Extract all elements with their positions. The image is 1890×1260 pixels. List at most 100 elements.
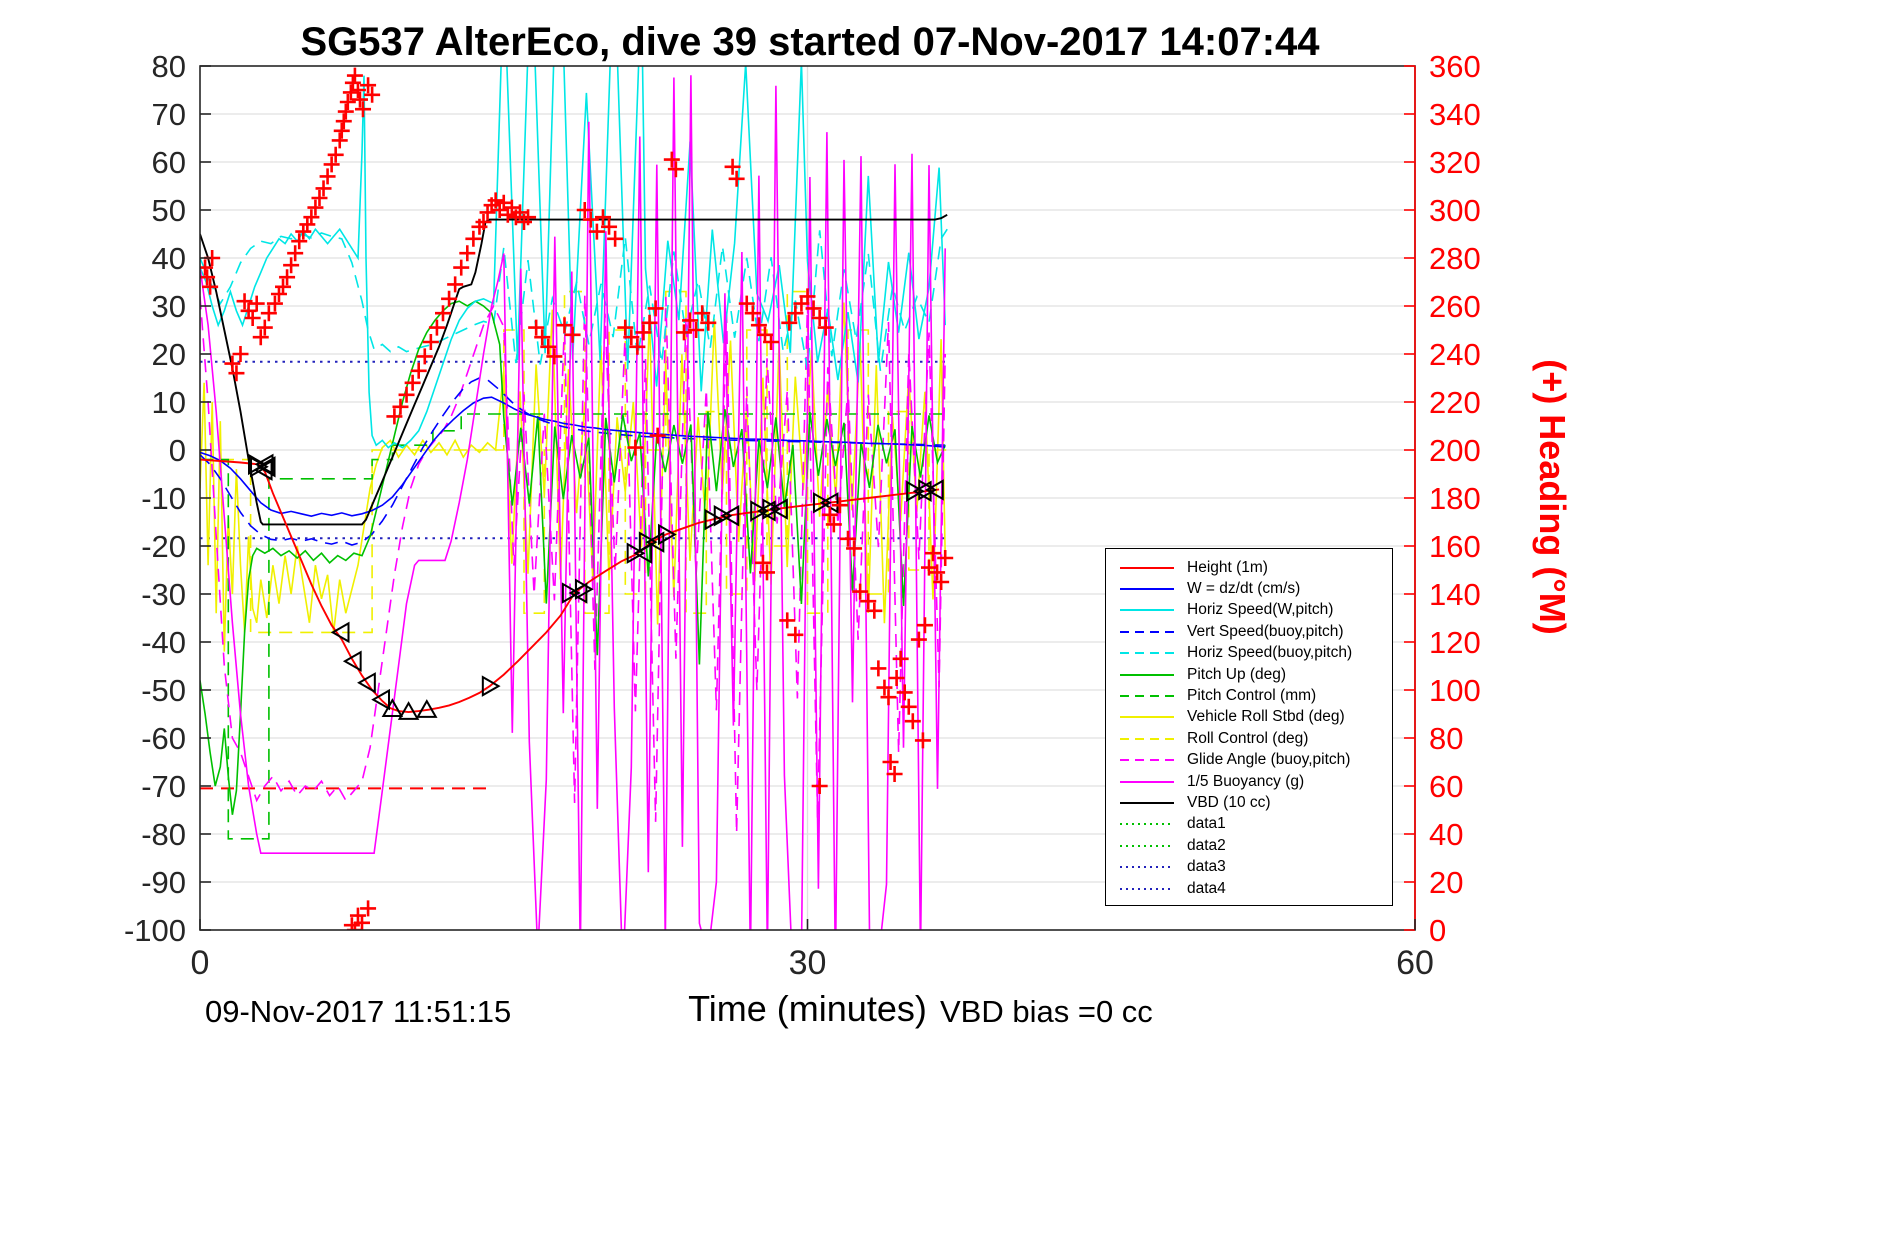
legend-line-sample: [1120, 609, 1174, 612]
heading-marker: [787, 305, 804, 322]
series-height: [200, 458, 940, 714]
legend-label: VBD (10 cc): [1187, 793, 1271, 811]
heading-marker: [279, 269, 296, 286]
height-marker: [658, 523, 677, 546]
height-marker: [769, 498, 788, 520]
right-tick-label: 260: [1429, 289, 1481, 324]
heading-marker: [487, 192, 504, 209]
right-tick-label: 240: [1429, 337, 1481, 372]
heading-marker: [607, 230, 624, 247]
left-tick-label: 50: [152, 193, 186, 228]
heading-marker: [244, 310, 261, 326]
heading-marker: [404, 374, 421, 391]
heading-marker: [240, 302, 257, 319]
left-tick-label: -100: [124, 913, 186, 948]
heading-marker: [342, 84, 359, 101]
height-marker: [638, 531, 658, 553]
height-marker: [812, 492, 832, 514]
heading-marker: [291, 233, 308, 250]
series-buoyancy: [200, 75, 946, 930]
heading-marker: [799, 288, 816, 305]
heading-marker: [582, 211, 599, 228]
legend-label: data4: [1187, 879, 1226, 897]
left-tick-label: -80: [141, 817, 186, 852]
heading-marker: [663, 151, 680, 168]
heading-marker: [256, 319, 273, 336]
heading-marker: [937, 550, 954, 566]
right-tick-label: 140: [1429, 577, 1481, 612]
height-marker: [256, 456, 276, 478]
heading-marker: [299, 216, 316, 233]
heading-marker: [441, 290, 458, 307]
heading-marker: [759, 564, 775, 581]
heading-marker: [528, 319, 545, 336]
heading-marker: [811, 778, 828, 794]
right-tick-label: 300: [1429, 193, 1481, 228]
series-glide-angle: [200, 295, 946, 834]
heading-marker: [252, 329, 269, 346]
right-tick-label: 180: [1429, 481, 1481, 516]
heading-marker: [688, 322, 705, 338]
legend-item: data2: [1106, 835, 1392, 856]
heading-marker: [453, 259, 470, 276]
heading-marker: [635, 324, 652, 341]
legend-item: Height (1m): [1106, 557, 1392, 578]
heading-marker: [825, 516, 842, 533]
heading-marker: [781, 314, 798, 331]
legend-line-sample: [1120, 844, 1174, 847]
heading-marker: [319, 168, 336, 185]
heading-marker: [546, 348, 563, 365]
legend-line-sample: [1120, 716, 1174, 719]
heading-marker: [564, 326, 581, 343]
legend-item: data3: [1106, 856, 1392, 877]
heading-marker: [750, 317, 767, 334]
heading-marker: [339, 94, 356, 110]
heading-marker: [904, 713, 921, 730]
heading-marker: [307, 199, 324, 216]
legend-item: 1/5 Buoyancy (g): [1106, 771, 1392, 792]
heading-marker: [576, 202, 593, 218]
heading-marker: [335, 113, 352, 130]
left-tick-label: 10: [152, 385, 186, 420]
series-horiz-speed-buoy: [200, 228, 948, 371]
height-marker: [342, 650, 362, 672]
heading-marker: [910, 631, 927, 648]
legend-line-sample: [1120, 823, 1174, 826]
height-marker: [253, 459, 273, 481]
right-axis-label: (+) Heading (°M): [1532, 359, 1573, 635]
height-marker: [720, 505, 740, 527]
legend-item: data1: [1106, 814, 1392, 835]
height-marker: [481, 675, 501, 697]
heading-marker: [870, 660, 887, 677]
heading-marker: [495, 194, 512, 211]
right-tick-label: 40: [1429, 817, 1463, 852]
height-marker: [330, 621, 350, 644]
legend-label: Pitch Up (deg): [1187, 665, 1287, 683]
legend-label: Pitch Control (mm): [1187, 687, 1317, 705]
heading-marker: [398, 386, 415, 403]
heading-marker: [503, 199, 520, 216]
heading-marker: [925, 545, 942, 562]
legend-label: Height (1m): [1187, 558, 1268, 576]
heading-marker: [260, 305, 277, 322]
left-tick-label: -30: [141, 577, 186, 612]
legend-label: W = dz/dt (cm/s): [1187, 580, 1301, 598]
heading-marker: [682, 312, 699, 329]
legend-label: Roll Control (deg): [1187, 729, 1309, 747]
heading-marker: [275, 278, 292, 295]
right-tick-label: 320: [1429, 145, 1481, 180]
legend-line-sample: [1120, 866, 1174, 869]
heading-marker: [892, 650, 909, 667]
heading-marker: [594, 209, 611, 226]
left-tick-label: 0: [169, 433, 186, 468]
legend-label: Vehicle Roll Stbd (deg): [1187, 708, 1345, 726]
heading-marker: [694, 305, 711, 322]
height-marker: [713, 505, 733, 527]
heading-marker: [852, 583, 869, 600]
heading-marker: [232, 346, 249, 362]
heading-marker: [779, 612, 796, 629]
legend-line-sample: [1120, 588, 1174, 591]
heading-marker: [556, 317, 573, 334]
legend-label: data1: [1187, 815, 1226, 833]
left-tick-label: 80: [152, 49, 186, 84]
